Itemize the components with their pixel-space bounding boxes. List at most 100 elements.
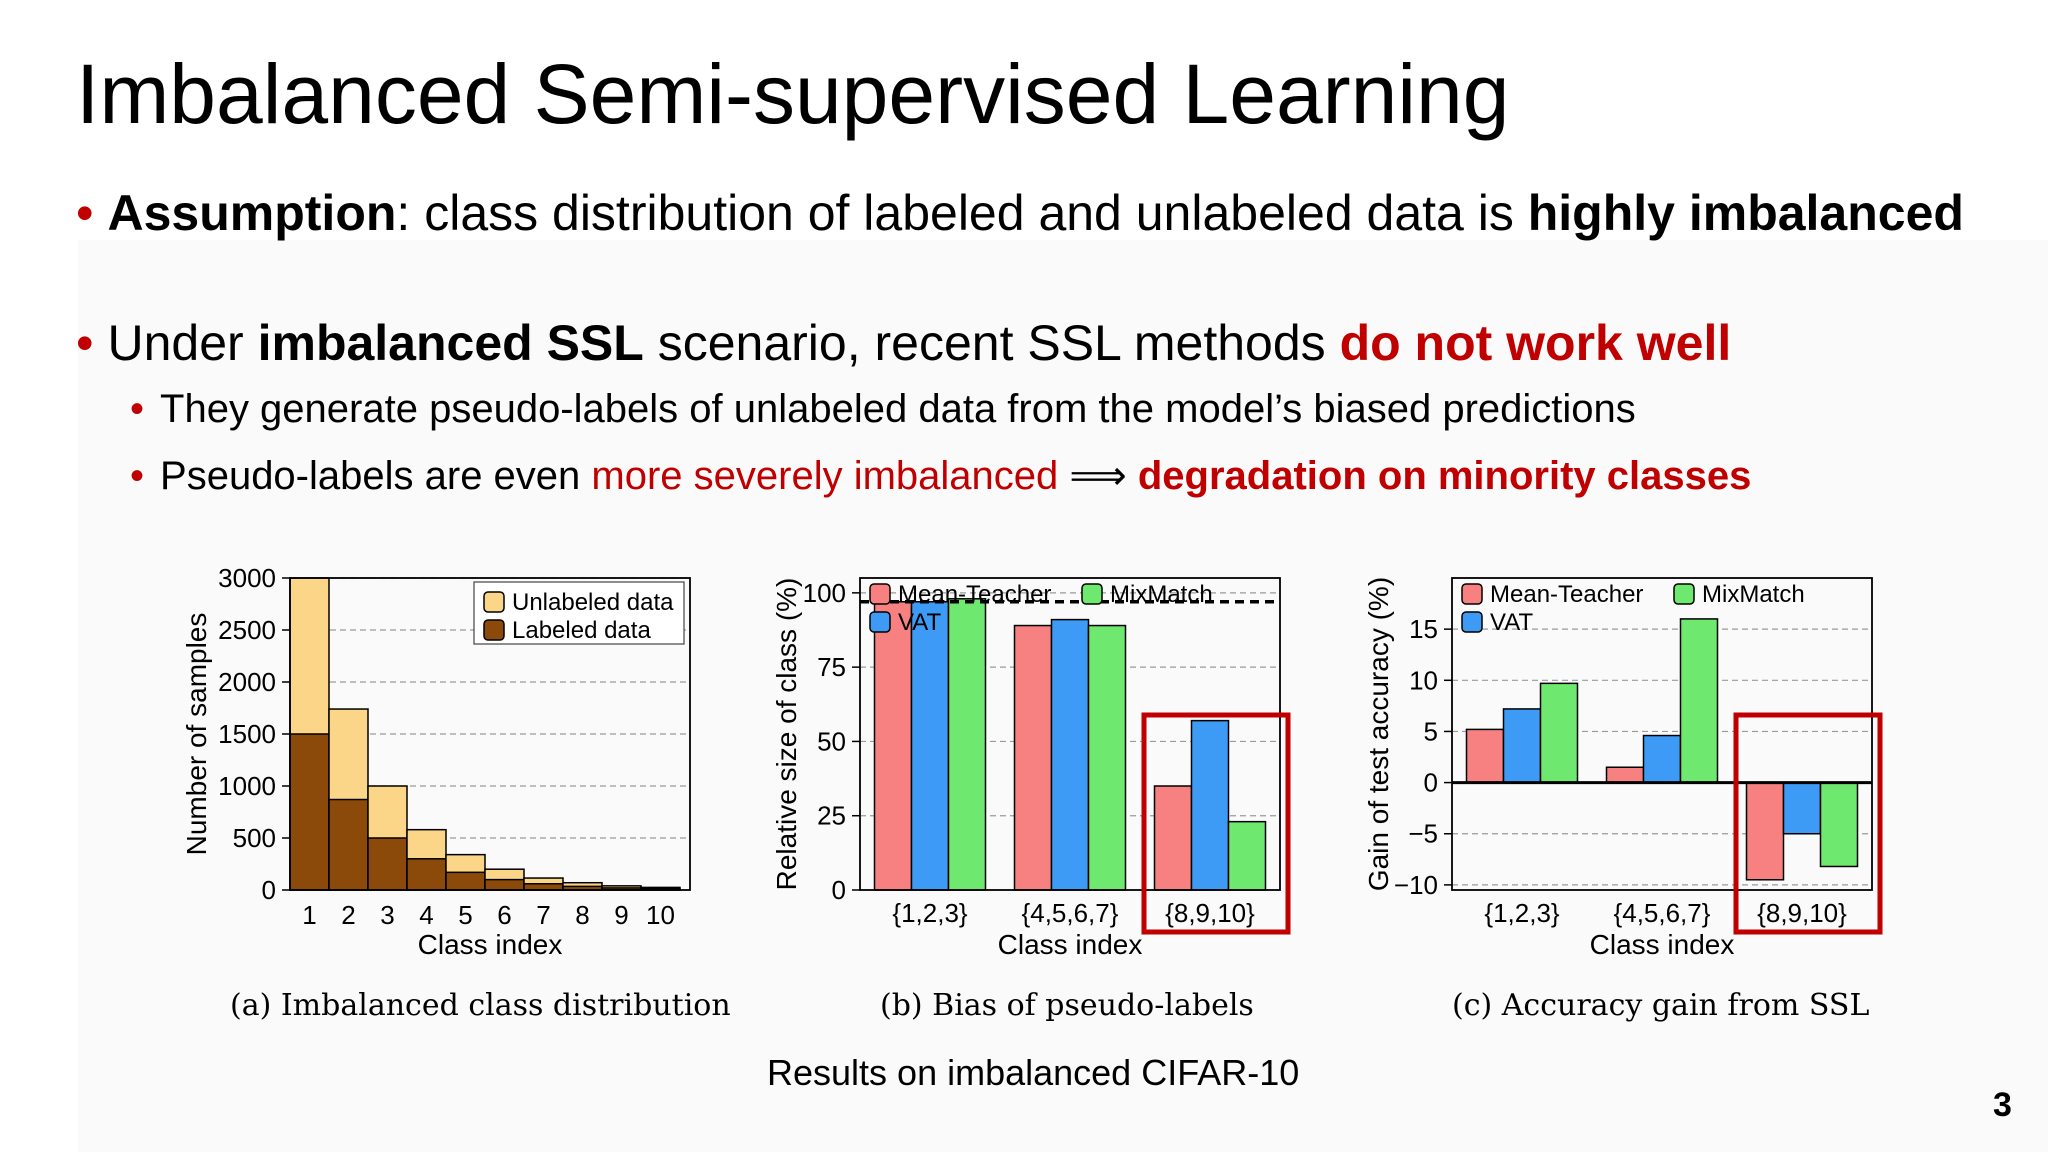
bar-mean-teacher bbox=[1745, 781, 1785, 881]
bullet-dot: • bbox=[76, 185, 94, 241]
bullet-assumption: • Assumption: class distribution of label… bbox=[76, 188, 1964, 238]
legend-label: VAT bbox=[898, 609, 941, 636]
y-tick-label: −5 bbox=[1408, 819, 1438, 849]
x-axis-label: Class index bbox=[418, 929, 563, 960]
bar-mixmatch bbox=[1227, 820, 1267, 891]
x-tick-label: 9 bbox=[614, 900, 628, 930]
y-tick-label: 2500 bbox=[218, 615, 276, 645]
y-tick-label: 0 bbox=[1424, 768, 1438, 798]
x-tick-label: 7 bbox=[536, 900, 550, 930]
bullet-highlight-text: do not work well bbox=[1339, 315, 1732, 371]
sub-bullet-highlight-text: more severely imbalanced bbox=[591, 454, 1059, 498]
x-tick-label: 6 bbox=[497, 900, 511, 930]
plot-frame bbox=[1451, 577, 1873, 891]
legend-swatch bbox=[483, 591, 505, 613]
sub-bullet-pseudo-labels: • They generate pseudo-labels of unlabele… bbox=[130, 389, 1636, 429]
chart-accuracy-gain: −10 −5 0 5 10 15 {1,2,3} {4,5,6,7} {8,9,10} Class… bbox=[1363, 577, 1883, 960]
figure-footer: Results on imbalanced CIFAR-10 bbox=[767, 1052, 1300, 1093]
legend-swatch bbox=[1461, 583, 1483, 605]
legend-box bbox=[473, 581, 685, 645]
bar-mixmatch bbox=[1679, 618, 1719, 784]
legend-label: Mean-Teacher bbox=[898, 581, 1051, 608]
x-axis-label: Class index bbox=[1590, 929, 1735, 960]
caption-b: (b) Bias of pseudo-labels bbox=[880, 988, 1254, 1023]
bullet-bold-text: highly imbalanced bbox=[1527, 185, 1964, 241]
bar-labeled bbox=[328, 798, 369, 891]
bar-vat bbox=[1782, 781, 1822, 835]
legend-label: Labeled data bbox=[512, 617, 651, 644]
bar-vat bbox=[910, 601, 950, 891]
bullet-dot: • bbox=[130, 387, 145, 431]
bar-labeled bbox=[406, 858, 447, 891]
y-tick-label: −10 bbox=[1394, 870, 1438, 900]
bar-vat bbox=[1050, 618, 1090, 891]
bar-labeled bbox=[289, 733, 330, 891]
y-axis-label: Number of samples bbox=[181, 613, 212, 856]
x-tick-label: 2 bbox=[341, 900, 355, 930]
y-tick-label: 0 bbox=[832, 875, 846, 905]
page-number: 3 bbox=[1993, 1086, 2012, 1124]
legend-swatch bbox=[1673, 583, 1695, 605]
y-tick-label: 3000 bbox=[218, 563, 276, 593]
legend-swatch bbox=[1081, 583, 1103, 605]
x-tick-label: {1,2,3} bbox=[1484, 898, 1560, 928]
x-tick-label: 8 bbox=[575, 900, 589, 930]
highlight-box bbox=[1141, 712, 1291, 935]
highlight-box bbox=[1733, 712, 1883, 935]
bar-mixmatch bbox=[1087, 624, 1127, 891]
x-tick-label: {4,5,6,7} bbox=[1614, 898, 1711, 928]
bar-mean-teacher bbox=[873, 601, 913, 891]
legend-label: Unlabeled data bbox=[512, 589, 674, 616]
bullet-text: Under bbox=[107, 315, 258, 371]
bar-mean-teacher bbox=[1153, 785, 1193, 891]
sub-bullet-highlight-text: degradation on minority classes bbox=[1137, 454, 1752, 498]
x-tick-label: 10 bbox=[646, 900, 675, 930]
bar-mixmatch bbox=[1539, 682, 1579, 784]
bullet-imbalanced-ssl: • Under imbalanced SSL scenario, recent S… bbox=[76, 318, 1731, 368]
bullet-bold-text: Assumption bbox=[107, 185, 397, 241]
bullet-dot: • bbox=[76, 315, 94, 371]
x-tick-label: {4,5,6,7} bbox=[1022, 898, 1119, 928]
y-tick-label: 500 bbox=[233, 823, 276, 853]
plot-frame bbox=[289, 577, 691, 891]
y-tick-label: 2000 bbox=[218, 667, 276, 697]
legend-label: MixMatch bbox=[1110, 581, 1213, 608]
bullet-bold-text: imbalanced SSL bbox=[257, 315, 644, 371]
y-tick-label: 15 bbox=[1409, 614, 1438, 644]
sub-bullet-severe-imbalance: • Pseudo-labels are even more severely im… bbox=[130, 456, 1751, 496]
legend-label: Mean-Teacher bbox=[1490, 581, 1643, 608]
bar-labeled bbox=[484, 878, 525, 891]
caption-c: (c) Accuracy gain from SSL bbox=[1452, 988, 1870, 1023]
y-tick-label: 100 bbox=[803, 578, 846, 608]
legend-swatch bbox=[869, 611, 891, 633]
sub-bullet-text: Pseudo-labels are even bbox=[160, 454, 592, 498]
caption-a: (a) Imbalanced class distribution bbox=[230, 988, 731, 1023]
legend-swatch bbox=[483, 619, 505, 641]
y-tick-label: 1000 bbox=[218, 771, 276, 801]
bar-mixmatch bbox=[1819, 781, 1859, 868]
x-tick-label: {8,9,10} bbox=[1757, 898, 1847, 928]
legend-label: VAT bbox=[1490, 609, 1533, 636]
y-tick-label: 10 bbox=[1409, 665, 1438, 695]
bar-labeled bbox=[367, 837, 408, 891]
chart-class-distribution: 0 500 1000 1500 2000 2500 3000 1 2 3 4 5 6 7 8 9 10 Class… bbox=[181, 563, 691, 960]
legend-swatch bbox=[869, 583, 891, 605]
bar-labeled bbox=[445, 871, 486, 891]
bullet-text: : class distribution of labeled and unla… bbox=[396, 185, 1528, 241]
legend-swatch bbox=[1461, 611, 1483, 633]
bar-vat bbox=[1502, 708, 1542, 784]
y-axis-label: Relative size of class (%) bbox=[771, 578, 802, 891]
sub-bullet-text: They generate pseudo-labels of unlabeled… bbox=[160, 387, 1636, 431]
x-tick-label: {1,2,3} bbox=[892, 898, 968, 928]
bar-mixmatch bbox=[947, 598, 987, 891]
bar-labeled bbox=[523, 883, 564, 891]
bar-mean-teacher bbox=[1013, 624, 1053, 891]
chart-pseudo-label-bias: 0 25 50 75 100 {1,2,3} {4,5,6,7} {8,9,10} Class … bbox=[771, 577, 1291, 960]
x-tick-label: 5 bbox=[458, 900, 472, 930]
x-tick-label: 3 bbox=[380, 900, 394, 930]
y-tick-label: 0 bbox=[262, 875, 276, 905]
implies-arrow: ⟹ bbox=[1058, 454, 1138, 498]
